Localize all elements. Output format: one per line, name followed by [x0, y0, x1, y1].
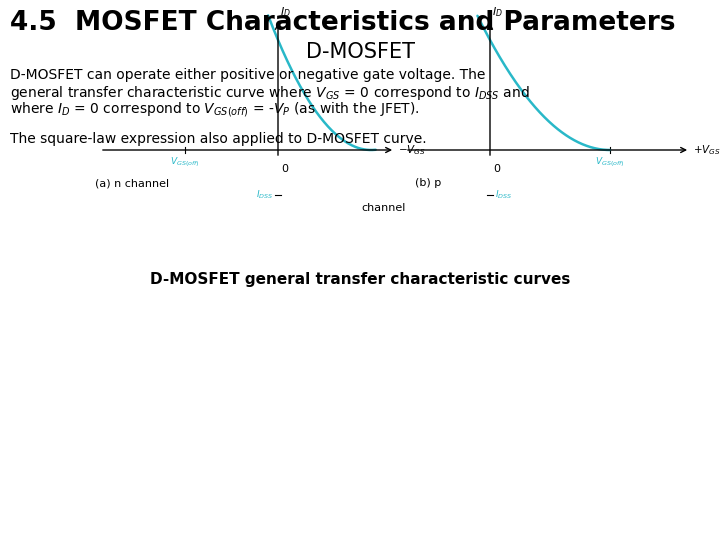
Text: 0: 0 — [281, 164, 288, 174]
Text: D-MOSFET general transfer characteristic curves: D-MOSFET general transfer characteristic… — [150, 272, 570, 287]
Text: $I_D$: $I_D$ — [492, 5, 503, 19]
Text: $-V_{GS}$: $-V_{GS}$ — [398, 143, 426, 157]
Text: (b) p: (b) p — [415, 178, 441, 188]
Text: D-MOSFET: D-MOSFET — [305, 42, 415, 62]
Text: 0: 0 — [493, 164, 500, 174]
Text: $I_{DSS}$: $I_{DSS}$ — [256, 189, 273, 201]
Text: $I_{DSS}$: $I_{DSS}$ — [495, 189, 513, 201]
Text: $V_{GS(off)}$: $V_{GS(off)}$ — [595, 155, 625, 169]
Text: $+V_{GS}$: $+V_{GS}$ — [693, 143, 720, 157]
Text: D-MOSFET can operate either positive or negative gate voltage. The: D-MOSFET can operate either positive or … — [10, 68, 485, 82]
Text: $V_{GS(off)}$: $V_{GS(off)}$ — [170, 155, 200, 169]
Text: channel: channel — [362, 203, 406, 213]
Text: where $I_D$ = 0 correspond to $V_{GS(off)}$ = -$V_P$ (as with the JFET).: where $I_D$ = 0 correspond to $V_{GS(off… — [10, 100, 420, 119]
Text: general transfer characteristic curve where $V_{GS}$ = 0 correspond to $I_{DSS}$: general transfer characteristic curve wh… — [10, 84, 530, 102]
Text: $I_D$: $I_D$ — [280, 5, 291, 19]
Text: The square-law expression also applied to D-MOSFET curve.: The square-law expression also applied t… — [10, 132, 427, 146]
Text: (a) n channel: (a) n channel — [95, 178, 169, 188]
Text: 4.5  MOSFET Characteristics and Parameters: 4.5 MOSFET Characteristics and Parameter… — [10, 10, 675, 36]
